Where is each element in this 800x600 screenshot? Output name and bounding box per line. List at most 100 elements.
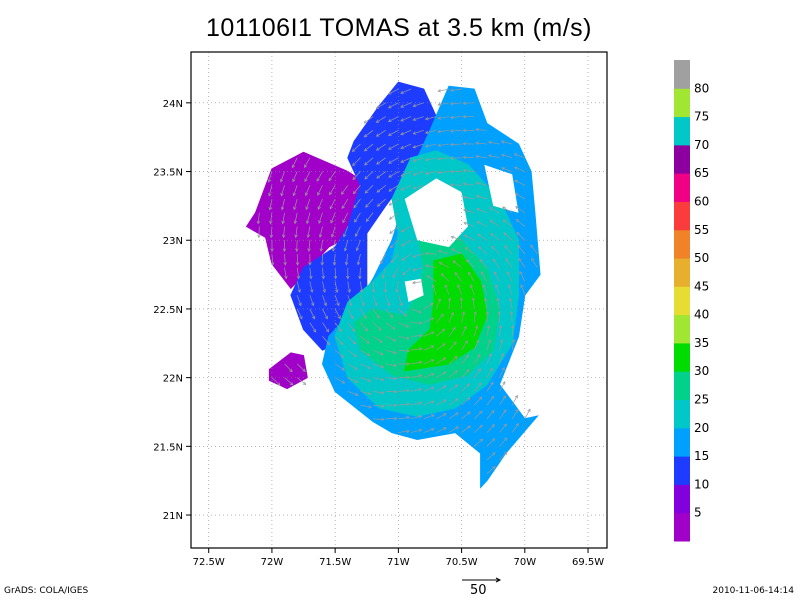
wind-arrow bbox=[488, 154, 500, 159]
wind-arrow bbox=[450, 235, 462, 241]
wind-arrow bbox=[490, 233, 500, 241]
wind-arrow bbox=[449, 156, 462, 160]
wind-arrow bbox=[500, 153, 513, 159]
wind-arrow bbox=[476, 221, 488, 227]
wind-arrow bbox=[333, 267, 338, 280]
wind-arrow bbox=[319, 240, 324, 252]
wind-arrow bbox=[347, 391, 359, 396]
wind-arrow bbox=[291, 157, 298, 169]
wind-arrow bbox=[436, 385, 447, 392]
wind-arrow bbox=[284, 377, 294, 386]
wind-arrow bbox=[473, 353, 481, 365]
wind-arrow bbox=[449, 129, 462, 133]
wind-arrow bbox=[473, 325, 479, 337]
x-axis-ticks: 72.5W 72W 71.5W 71W 70.5W 70W 69.5W bbox=[193, 548, 604, 568]
wind-arrow bbox=[448, 341, 457, 351]
wind-arrow bbox=[462, 142, 475, 146]
wind-arrow bbox=[486, 466, 496, 475]
wind-arrow bbox=[475, 194, 487, 200]
wind-arrow bbox=[316, 171, 323, 182]
wind-arrow bbox=[499, 352, 505, 365]
wind-arrow bbox=[486, 452, 496, 461]
wind-arrow bbox=[385, 322, 396, 330]
wind-arrow bbox=[436, 313, 444, 323]
colorbar-bin bbox=[674, 286, 690, 316]
wind-arrow bbox=[449, 115, 462, 120]
wind-arrow bbox=[454, 272, 462, 282]
wind-arrow bbox=[436, 328, 446, 337]
wind-arrow bbox=[295, 240, 299, 252]
wind-arrow bbox=[360, 322, 369, 332]
wind-arrow bbox=[359, 281, 364, 294]
wind-arrow bbox=[424, 157, 437, 162]
no-data-gap-1 bbox=[484, 164, 519, 213]
wind-arrow bbox=[372, 295, 378, 307]
wind-arrow bbox=[410, 347, 423, 351]
colorbar-bin bbox=[674, 201, 690, 231]
wind-arrow bbox=[431, 284, 437, 296]
wind-arrow bbox=[519, 270, 526, 282]
wind-arrow bbox=[351, 143, 361, 153]
wind-arrow bbox=[459, 297, 464, 309]
wind-arrow bbox=[398, 336, 410, 340]
wind-arrow bbox=[401, 253, 412, 261]
wind-arrow bbox=[400, 129, 412, 136]
wind-arrow bbox=[436, 357, 447, 365]
wind-arrow bbox=[412, 280, 424, 285]
wind-arrow bbox=[400, 88, 412, 94]
wind-arrow bbox=[347, 281, 351, 294]
wind-arrow bbox=[284, 267, 288, 280]
wind-arrow bbox=[363, 116, 374, 124]
wind-arrow bbox=[387, 116, 399, 123]
wind-arrow bbox=[388, 212, 399, 220]
wind-arrow bbox=[485, 310, 489, 323]
wind-arrow bbox=[284, 363, 293, 373]
wind-arrow bbox=[486, 367, 493, 378]
wind-arrow bbox=[269, 212, 273, 225]
wind-arrow bbox=[452, 260, 462, 268]
wind-arrow bbox=[294, 226, 298, 239]
wind-arrow bbox=[363, 143, 374, 152]
wind-arrow bbox=[360, 295, 365, 307]
wind-arrow bbox=[437, 249, 450, 255]
y-tick-label: 21N bbox=[163, 511, 183, 522]
wind-arrow bbox=[305, 198, 311, 211]
wind-arrow bbox=[473, 396, 483, 406]
wind-arrow bbox=[388, 198, 399, 206]
wind-arrow bbox=[511, 338, 516, 351]
wind-arrow bbox=[372, 363, 385, 369]
wind-arrow bbox=[332, 253, 337, 266]
wind-arrow bbox=[510, 324, 515, 337]
wind-arrow bbox=[448, 355, 458, 365]
wind-arrow bbox=[304, 171, 311, 183]
wind-arrow bbox=[364, 171, 374, 180]
wind-arrow bbox=[334, 349, 345, 358]
wind-arrow bbox=[437, 129, 449, 134]
wind-arrow bbox=[387, 88, 399, 95]
wind-arrow bbox=[410, 334, 423, 338]
wind-arrow bbox=[268, 185, 273, 197]
wind-arrow bbox=[499, 338, 504, 351]
wind-arrow bbox=[373, 391, 385, 395]
wind-arrow bbox=[390, 253, 399, 263]
wind-arrow bbox=[410, 428, 423, 433]
wind-arrow bbox=[347, 295, 353, 307]
wind-arrow bbox=[267, 171, 273, 183]
wind-arrow bbox=[412, 143, 424, 149]
wind-arrow bbox=[424, 143, 437, 148]
wind-arrow bbox=[489, 207, 500, 214]
colorbar-bin bbox=[674, 144, 690, 174]
colorbar-bin bbox=[674, 342, 690, 372]
x-tick-label: 71.5W bbox=[319, 557, 351, 568]
wind-arrow bbox=[502, 206, 513, 214]
y-tick-label: 23.5N bbox=[153, 168, 183, 179]
wind-arrow bbox=[307, 240, 311, 252]
wind-arrow bbox=[483, 297, 488, 309]
wind-arrow bbox=[448, 384, 459, 392]
wind-arrow bbox=[469, 284, 475, 296]
wind-arrow bbox=[499, 437, 508, 447]
wind-arrow bbox=[331, 240, 336, 252]
wind-arrow bbox=[346, 267, 350, 280]
y-tick-label: 22.5N bbox=[153, 305, 183, 316]
wind-arrow bbox=[503, 232, 513, 241]
